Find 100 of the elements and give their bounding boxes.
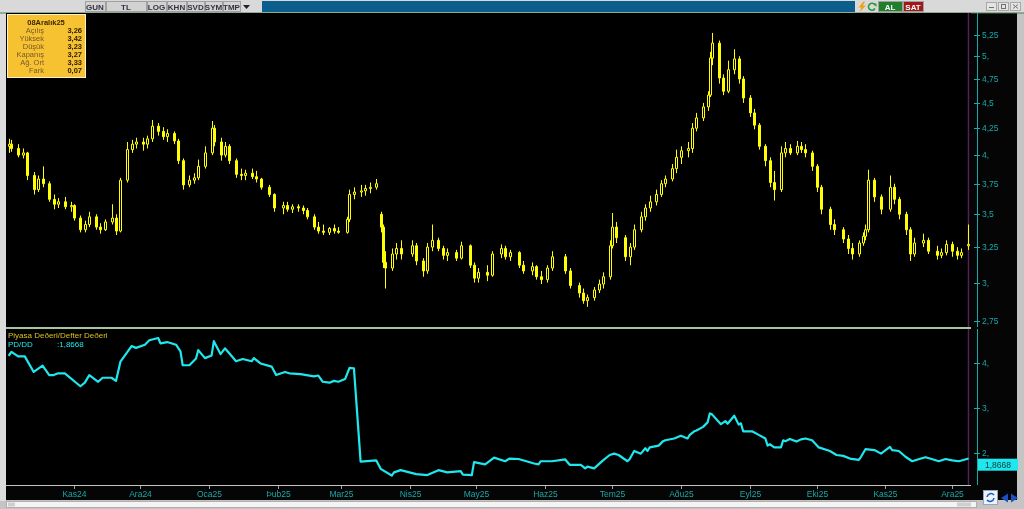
candlestick [504, 245, 507, 261]
candlestick [811, 150, 814, 172]
candlestick [119, 177, 122, 233]
candlestick [540, 270, 543, 285]
candlestick [135, 137, 138, 150]
candlestick [260, 177, 263, 191]
candlestick [235, 157, 238, 179]
x-tick-label: Aðu25 [669, 489, 695, 499]
candlestick [79, 215, 82, 233]
candlestick [33, 171, 36, 195]
candlestick [162, 126, 165, 141]
candlestick [146, 135, 149, 150]
candlestick [758, 122, 761, 151]
x-tick-label: Tem25 [599, 489, 626, 499]
candlestick [491, 250, 494, 278]
text: 1,8668 [985, 459, 1012, 470]
candlestick [624, 234, 627, 262]
x-tick-label: Þub25 [266, 489, 292, 499]
candlestick [426, 242, 429, 275]
y-tick-label: 3,25 [982, 242, 999, 253]
candlestick [282, 201, 285, 215]
candlestick [789, 143, 792, 156]
candlestick [104, 218, 107, 232]
candlestick [889, 175, 892, 213]
candlestick [509, 249, 512, 262]
text: AL [884, 2, 896, 12]
candlestick [455, 249, 458, 262]
candlestick [337, 226, 340, 235]
candlestick [322, 224, 325, 236]
candlestick [437, 237, 440, 252]
candlestick [375, 178, 378, 191]
y-tick-label: 4, [982, 150, 990, 161]
x-tick-label: Mar25 [329, 489, 354, 499]
candlestick [531, 261, 534, 276]
candlestick [880, 193, 883, 215]
candlestick [286, 201, 289, 213]
candlestick [364, 184, 367, 197]
y-tick-label: 4,25 [982, 123, 999, 134]
candlestick [960, 247, 963, 259]
candlestick [800, 141, 803, 154]
chart-title: Piyasa Deðeri/Defter Deðeri [8, 330, 108, 340]
candlestick [57, 197, 60, 209]
y-tick-label: 4,5 [982, 98, 995, 109]
x-tick-label: Eki25 [806, 489, 829, 499]
candlestick [400, 239, 403, 261]
candlestick [142, 137, 145, 152]
candlestick [369, 182, 372, 194]
candlestick [956, 246, 959, 261]
y-tick-label: 4,75 [982, 74, 999, 85]
candlestick [945, 239, 948, 256]
candlestick [291, 203, 294, 214]
candlestick [42, 165, 45, 188]
candlestick [391, 247, 394, 272]
series-label: PD/DD [8, 339, 34, 349]
candlestick [182, 157, 185, 191]
candlestick [446, 247, 449, 262]
y-tick-label: 4, [982, 358, 990, 369]
candlestick [166, 128, 169, 143]
candlestick [360, 184, 363, 198]
candlestick [268, 184, 271, 198]
candlestick [64, 196, 67, 210]
candlestick [302, 205, 305, 215]
annotation: :1,8668 [57, 339, 85, 349]
y-tick-label: 5, [982, 51, 990, 62]
candlestick [804, 143, 807, 158]
candlestick [546, 264, 549, 284]
candlestick [297, 203, 300, 213]
candlestick [73, 203, 76, 222]
candlestick [126, 141, 129, 184]
candlestick [951, 241, 954, 258]
x-tick-label: Kas25 [873, 489, 898, 499]
candlestick [551, 250, 554, 272]
candlestick [927, 237, 930, 255]
candlestick [306, 207, 309, 220]
candlestick [313, 213, 316, 231]
candlestick [95, 213, 98, 231]
candlestick [151, 119, 154, 143]
candlestick [655, 189, 658, 206]
y-tick-label: 3, [982, 403, 990, 414]
candlestick [26, 151, 29, 181]
candlestick [251, 168, 254, 180]
candlestick [37, 175, 40, 193]
candlestick [564, 253, 567, 275]
candlestick [460, 241, 463, 261]
text: TL [121, 2, 131, 12]
x-tick-label: Kas24 [62, 489, 87, 499]
candlestick [131, 139, 134, 154]
candlestick [780, 145, 783, 193]
candlestick [660, 179, 663, 198]
candlestick [353, 186, 356, 200]
candlestick [593, 286, 596, 302]
y-tick-label: 5,25 [982, 30, 999, 41]
candlestick [157, 122, 160, 137]
candlestick [88, 211, 91, 228]
candlestick [829, 206, 832, 231]
candlestick [486, 264, 489, 282]
candlestick [48, 180, 51, 203]
candlestick [17, 143, 20, 158]
x-tick-label: Haz25 [533, 489, 559, 499]
candlestick [680, 145, 683, 165]
